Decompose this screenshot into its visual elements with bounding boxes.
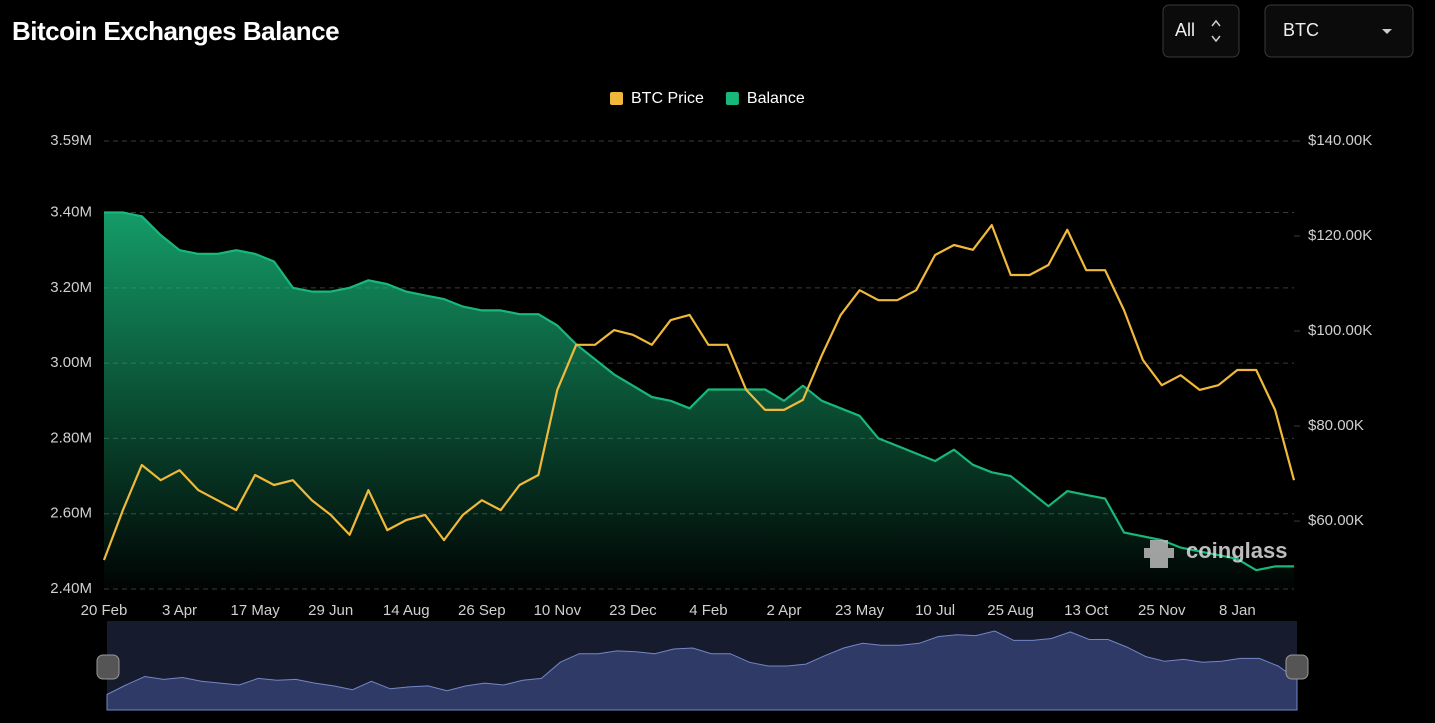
range-label[interactable]: All	[1175, 20, 1195, 40]
x-tick-label: 10 Jul	[915, 602, 955, 619]
x-tick-label: 8 Jan	[1219, 602, 1256, 619]
y2-tick-label: $140.00K	[1308, 132, 1372, 149]
legend-swatch	[725, 92, 739, 105]
x-tick-label: 25 Aug	[987, 602, 1034, 619]
y-tick-label: 2.40M	[50, 580, 92, 597]
page-title: Bitcoin Exchanges Balance	[12, 16, 339, 46]
y2-tick-label: $120.00K	[1308, 227, 1372, 244]
range-arrows[interactable]	[1211, 19, 1221, 43]
navigator-handle[interactable]	[1285, 654, 1309, 680]
series-line	[102, 224, 1296, 561]
y2-tick-label: $80.00K	[1308, 417, 1364, 434]
watermark-text: coinglass	[1186, 538, 1287, 563]
asset-box[interactable]	[1264, 4, 1414, 58]
y-tick-label: 2.80M	[50, 429, 92, 446]
legend-label: BTC Price	[631, 90, 704, 107]
navigator-series	[106, 630, 1298, 711]
watermark: coinglass	[1144, 538, 1287, 568]
asset-label[interactable]: BTC	[1283, 20, 1319, 40]
x-tick-label: 14 Aug	[383, 602, 430, 619]
x-tick-label: 25 Nov	[1138, 602, 1186, 619]
plot: 2.40M 2.60M 2.80M 3.00M 3.20M 3.40M 3.59M $60.0…	[50, 90, 1372, 619]
x-tick-label: 26 Sep	[458, 602, 506, 619]
watermark-icon	[1144, 540, 1174, 568]
asset-control[interactable]: BTC	[1264, 4, 1414, 58]
x-tick-label: 13 Oct	[1064, 602, 1109, 619]
x-tick-label: 20 Feb	[81, 602, 128, 619]
navigator-handle[interactable]	[96, 654, 120, 680]
y-tick-label: 3.40M	[50, 203, 92, 220]
x-tick-label: 3 Apr	[162, 602, 197, 619]
x-tick-label: 23 Dec	[609, 602, 657, 619]
x-tick-label: 29 Jun	[308, 602, 353, 619]
series-line	[104, 211, 1294, 572]
x-tick-label: 23 May	[835, 602, 885, 619]
x-tick-label: 10 Nov	[534, 602, 582, 619]
range-box[interactable]	[1162, 4, 1240, 58]
range-control[interactable]: All	[1162, 4, 1240, 58]
y-tick-label: 3.20M	[50, 279, 92, 296]
series-area	[104, 212, 1294, 589]
y-tick-label: 3.00M	[50, 354, 92, 371]
asset-caret[interactable]	[1382, 29, 1392, 34]
legend-label: Balance	[747, 90, 805, 107]
y-tick-label: 3.59M	[50, 132, 92, 149]
y2-tick-label: $100.00K	[1308, 322, 1372, 339]
x-tick-label: 2 Apr	[766, 602, 801, 619]
x-tick-label: 17 May	[231, 602, 281, 619]
x-tick-label: 4 Feb	[689, 602, 727, 619]
y-tick-label: 2.60M	[50, 505, 92, 522]
legend-swatch	[610, 92, 623, 105]
y2-tick-label: $60.00K	[1308, 512, 1364, 529]
navigator-area	[106, 630, 1298, 711]
